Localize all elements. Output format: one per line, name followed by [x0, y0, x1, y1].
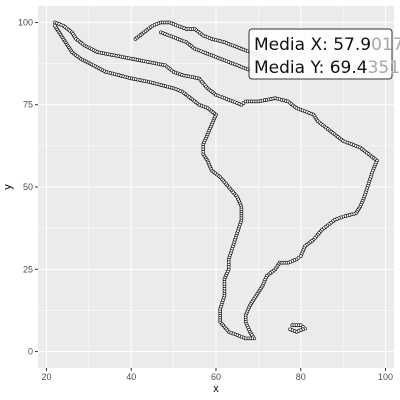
x-tick-label: 60 [211, 372, 221, 382]
y-axis-title: y [2, 184, 14, 190]
x-tick-label: 100 [378, 372, 393, 382]
y-tick-label: 0 [28, 347, 33, 357]
y-tick-label: 50 [23, 182, 33, 192]
x-axis-title: x [213, 383, 219, 395]
y-axis-ticks: 0 25 50 75 100 [18, 17, 38, 357]
data-point [288, 327, 292, 332]
y-tick-label: 100 [18, 17, 33, 27]
annotation-y-faded: 351 [368, 58, 400, 78]
y-tick-label: 25 [23, 264, 33, 274]
mean-annotation: Media X: 57.9017 Media Y: 69.4351 [248, 28, 400, 80]
x-tick-label: 40 [126, 372, 136, 382]
annotation-line-y: Media Y: 69.4351 [254, 58, 400, 78]
x-axis-ticks: 20 40 60 80 100 [41, 368, 393, 382]
data-points [53, 20, 379, 341]
x-tick-label: 20 [41, 372, 51, 382]
annotation-line-x: Media X: 57.9017 [254, 35, 400, 55]
annotation-box [248, 28, 393, 80]
annotation-y-bold: Media Y: 69.4 [254, 58, 368, 78]
major-gridlines [38, 6, 394, 368]
annotation-x-bold: Media X: 57.9 [254, 35, 371, 55]
x-tick-label: 80 [296, 372, 306, 382]
data-point [53, 23, 57, 28]
annotation-x-faded: 017 [371, 35, 400, 55]
y-tick-label: 75 [23, 100, 33, 110]
